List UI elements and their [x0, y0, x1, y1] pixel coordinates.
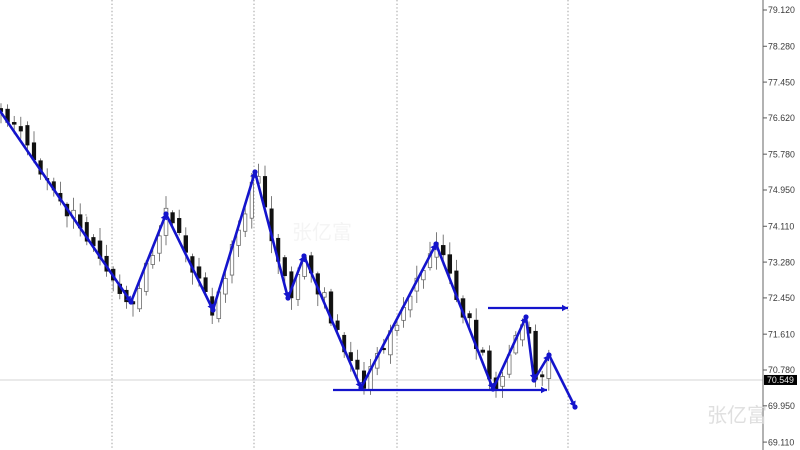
svg-text:72.450: 72.450 — [768, 293, 795, 303]
svg-text:71.610: 71.610 — [768, 329, 795, 339]
svg-text:78.280: 78.280 — [768, 41, 795, 51]
svg-text:76.620: 76.620 — [768, 113, 795, 123]
svg-text:75.780: 75.780 — [768, 149, 795, 159]
svg-text:69.950: 69.950 — [768, 401, 795, 411]
svg-text:70.549: 70.549 — [767, 375, 794, 385]
svg-text:70.780: 70.780 — [768, 365, 795, 375]
svg-text:张亿富: 张亿富 — [707, 404, 767, 427]
svg-text:74.950: 74.950 — [768, 185, 795, 195]
svg-text:73.280: 73.280 — [768, 257, 795, 267]
svg-text:74.110: 74.110 — [768, 221, 794, 231]
svg-text:张亿富: 张亿富 — [292, 221, 352, 244]
svg-text:77.450: 77.450 — [768, 77, 795, 87]
svg-text:79.120: 79.120 — [768, 5, 795, 15]
svg-text:69.110: 69.110 — [768, 437, 794, 447]
